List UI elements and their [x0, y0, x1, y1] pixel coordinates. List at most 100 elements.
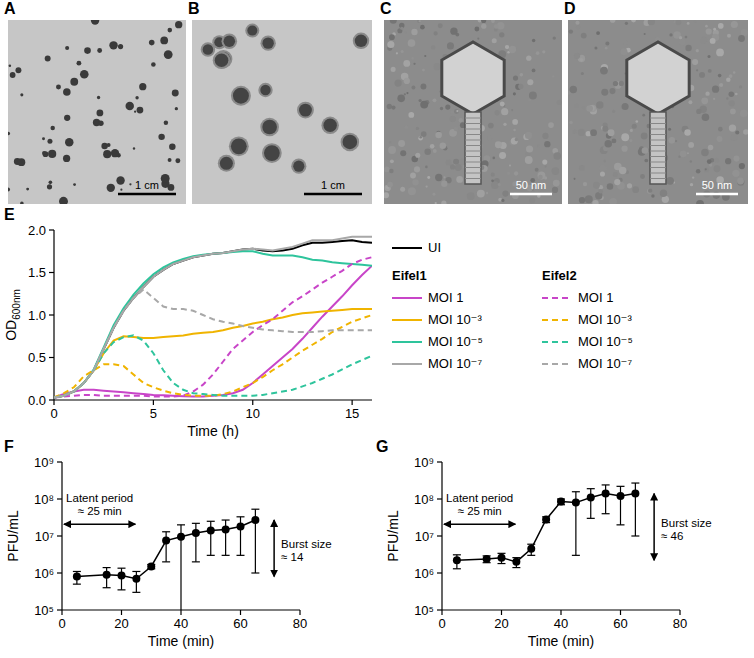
y-tick-label: 1.5 [28, 265, 46, 280]
tail-stripe [650, 123, 666, 124]
y-tick-label: 10⁷ [35, 529, 54, 544]
plaque [247, 26, 257, 36]
y-tick-label: 0.0 [28, 393, 46, 408]
y-tick-label: 0.5 [28, 350, 46, 365]
plaque-halo [321, 117, 338, 134]
plaque-halo [221, 33, 237, 49]
grain [420, 84, 426, 90]
image [8, 20, 186, 204]
tail-stripe [465, 140, 481, 141]
x-tick-label: 40 [174, 616, 188, 631]
point [222, 525, 230, 533]
error-cap [103, 587, 111, 588]
grain [627, 183, 632, 188]
error-cap [237, 555, 245, 556]
grain [514, 171, 518, 175]
grain [696, 49, 699, 52]
grain [507, 172, 510, 175]
scale-bar [304, 193, 362, 196]
phage-head [627, 42, 689, 114]
y-tick [57, 535, 62, 536]
grain [574, 178, 576, 180]
grain [675, 140, 677, 142]
panel-letter: B [188, 0, 200, 17]
point [73, 573, 81, 581]
grain [579, 165, 585, 171]
error-bar [166, 532, 167, 562]
grain [741, 29, 748, 36]
grain [692, 59, 698, 65]
grain [389, 169, 394, 174]
legend-group-title: Eifel2 [542, 268, 577, 283]
grain [387, 182, 393, 188]
error-cap [602, 513, 610, 514]
error-cap [527, 544, 535, 545]
plaque [126, 102, 134, 110]
y-tick-label: 10⁶ [414, 566, 434, 581]
plaque [42, 151, 46, 155]
grain [408, 112, 414, 118]
grain [389, 34, 395, 40]
grain [513, 129, 516, 132]
tail-stripe [650, 156, 666, 157]
grain [579, 197, 585, 203]
grain [413, 63, 415, 65]
scale-bar-label: 1 cm [321, 179, 345, 191]
tail-stripe [465, 173, 481, 174]
grain [499, 32, 504, 37]
plaque [96, 109, 103, 116]
grain [444, 176, 446, 178]
point [453, 556, 461, 564]
grain [729, 74, 733, 78]
grain [592, 200, 598, 204]
plaque [70, 78, 78, 86]
annotation: Burst size [281, 538, 332, 550]
tail-stripe [465, 145, 481, 146]
error-cap [631, 535, 639, 536]
plaque [233, 88, 249, 104]
line [54, 315, 372, 397]
grain [619, 81, 624, 86]
x-tick-label: 0 [438, 616, 445, 631]
point [631, 490, 639, 498]
x-tick [180, 610, 181, 615]
x-axis-title: Time (min) [148, 633, 214, 649]
legend-swatch [392, 363, 422, 365]
grain [513, 76, 518, 81]
grain [620, 48, 627, 55]
burst-arrow [653, 494, 655, 561]
grain [434, 31, 438, 35]
y-tick [49, 229, 54, 230]
error-cap [498, 563, 506, 564]
plaque-halo [291, 159, 306, 174]
grain [604, 140, 611, 147]
grain [609, 198, 617, 204]
grain [491, 179, 494, 182]
y-tick [57, 461, 62, 462]
grain [727, 34, 731, 38]
x-tick-label: 20 [494, 616, 508, 631]
error-cap [527, 555, 535, 556]
plaque [129, 183, 131, 185]
grain [570, 86, 577, 93]
scale-bar [696, 193, 738, 196]
legend-label: MOI 1 [578, 290, 613, 305]
point [542, 515, 550, 523]
grain [569, 29, 573, 33]
x-tick [560, 610, 561, 615]
grain [730, 134, 737, 141]
y-tick [437, 461, 442, 462]
error-cap [237, 516, 245, 517]
error-cap [617, 486, 625, 487]
point [177, 533, 185, 541]
plaque-halo [262, 143, 282, 163]
line [54, 290, 372, 398]
grain [511, 109, 513, 111]
chart-g: G02040608010⁵10⁶10⁷10⁸10⁹Time (min)PFU/m… [376, 438, 712, 649]
tail-stripe [465, 167, 481, 168]
plaque-halo [353, 33, 369, 49]
grain [713, 28, 716, 31]
point [557, 498, 565, 506]
grain [735, 93, 738, 96]
grain [621, 146, 627, 152]
